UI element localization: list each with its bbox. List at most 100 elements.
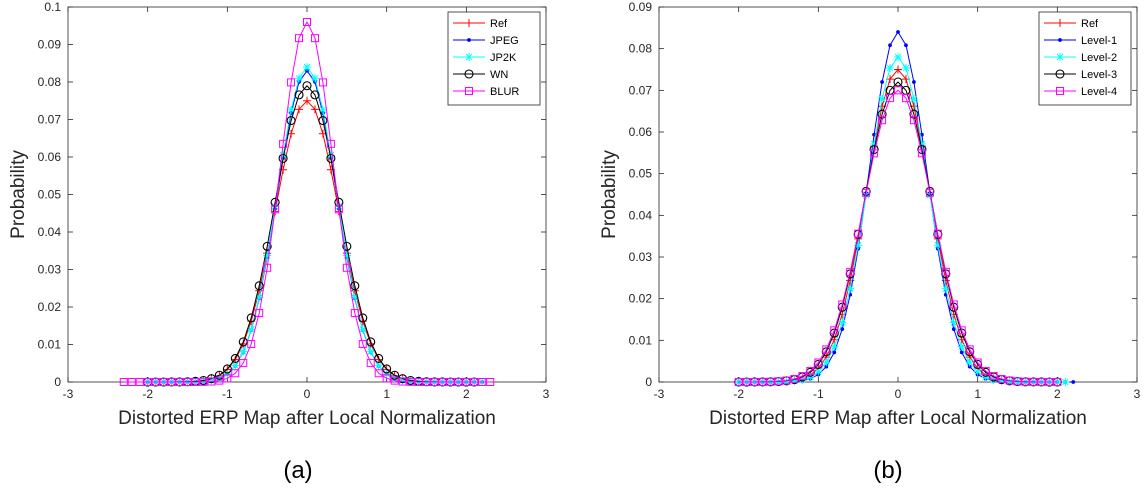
data-point: [888, 43, 892, 48]
data-point: [981, 373, 990, 382]
data-point: [255, 293, 264, 302]
data-point: [318, 116, 328, 126]
data-point: [231, 361, 240, 370]
data-point: [886, 94, 895, 103]
y-axis-label: Probability: [599, 150, 620, 239]
y-tick-label: 0.06: [629, 125, 653, 139]
data-point: [909, 116, 918, 125]
y-axis-label: Probability: [8, 150, 29, 239]
data-point: [263, 263, 272, 272]
data-point: [358, 313, 368, 323]
data-point: [422, 377, 431, 386]
data-point: [215, 374, 224, 383]
y-tick-label: 0.02: [629, 292, 653, 306]
data-point: [462, 378, 471, 386]
series-level-4: [734, 86, 1062, 386]
data-point: [840, 327, 845, 332]
data-point: [1029, 377, 1038, 386]
data-point: [223, 374, 232, 383]
data-point: [846, 267, 855, 276]
data-point: [973, 358, 982, 367]
figure-caption: (a): [283, 457, 312, 484]
x-tick-label: -2: [733, 387, 744, 401]
y-tick-label: 0.04: [629, 208, 653, 222]
data-point: [350, 281, 360, 291]
data-point: [822, 358, 831, 367]
legend-marker: [1056, 53, 1064, 61]
y-tick-label: 0.03: [629, 250, 653, 264]
data-point: [231, 369, 240, 378]
legend-marker: [1056, 87, 1064, 95]
data-point: [446, 377, 455, 386]
data-point: [830, 342, 839, 351]
legend-label: Ref: [490, 18, 508, 30]
data-point: [997, 377, 1006, 386]
data-point: [310, 74, 319, 83]
data-point: [262, 241, 272, 251]
data-point: [295, 74, 304, 83]
data-point: [454, 377, 463, 386]
data-point: [838, 318, 847, 327]
figure-caption: (b): [873, 457, 902, 484]
data-point: [965, 345, 974, 354]
x-axis-label: Distorted ERP Map after Local Normalizat…: [118, 408, 496, 429]
x-tick-label: 1: [383, 387, 390, 401]
legend-entry: Ref: [1044, 18, 1099, 30]
data-point: [901, 94, 910, 103]
x-tick-label: -3: [63, 387, 74, 401]
data-point: [806, 366, 815, 375]
legend-entry: BLUR: [453, 86, 519, 98]
data-point: [951, 327, 956, 332]
data-point: [255, 286, 264, 295]
data-point: [279, 151, 288, 160]
data-point: [1045, 377, 1054, 386]
data-point: [350, 309, 359, 318]
data-point: [302, 81, 312, 91]
data-point: [894, 65, 902, 74]
data-point: [127, 378, 136, 386]
data-point: [832, 350, 837, 355]
y-tick-label: 0.09: [629, 0, 653, 14]
data-point: [247, 340, 256, 349]
data-point: [382, 364, 392, 374]
data-point: [326, 139, 335, 148]
data-point: [358, 340, 367, 349]
data-point: [119, 378, 128, 386]
legend-entry: Ref: [453, 18, 508, 30]
legend-entry: Level-1: [1044, 35, 1117, 47]
data-point: [191, 377, 200, 386]
data-point: [207, 377, 216, 386]
data-point: [406, 377, 415, 386]
data-point: [303, 96, 311, 105]
data-point: [239, 347, 248, 356]
data-point: [854, 229, 863, 238]
data-point: [925, 188, 934, 197]
data-point: [989, 372, 998, 381]
y-tick-label: 0.05: [38, 188, 62, 202]
legend-box: [1038, 11, 1132, 106]
data-point: [358, 325, 367, 334]
data-point: [287, 105, 296, 114]
data-point: [438, 377, 447, 386]
y-tick-label: 0.01: [629, 333, 653, 347]
data-point: [893, 77, 903, 87]
data-point: [151, 377, 160, 386]
x-tick-label: -3: [654, 387, 665, 401]
data-point: [470, 378, 479, 386]
data-point: [230, 353, 240, 363]
legend-marker: [1058, 38, 1062, 42]
data-point: [350, 293, 359, 302]
data-point: [222, 364, 232, 374]
legend-entry: JP2K: [453, 52, 517, 64]
data-point: [917, 140, 926, 149]
data-point: [478, 378, 487, 386]
x-tick-label: -2: [142, 387, 153, 401]
data-point: [159, 377, 168, 386]
legend-marker: [1056, 19, 1064, 27]
data-point: [374, 361, 383, 370]
data-point: [1013, 377, 1022, 386]
data-point: [774, 377, 783, 386]
data-point: [414, 377, 423, 386]
x-tick-label: 2: [1054, 387, 1061, 401]
